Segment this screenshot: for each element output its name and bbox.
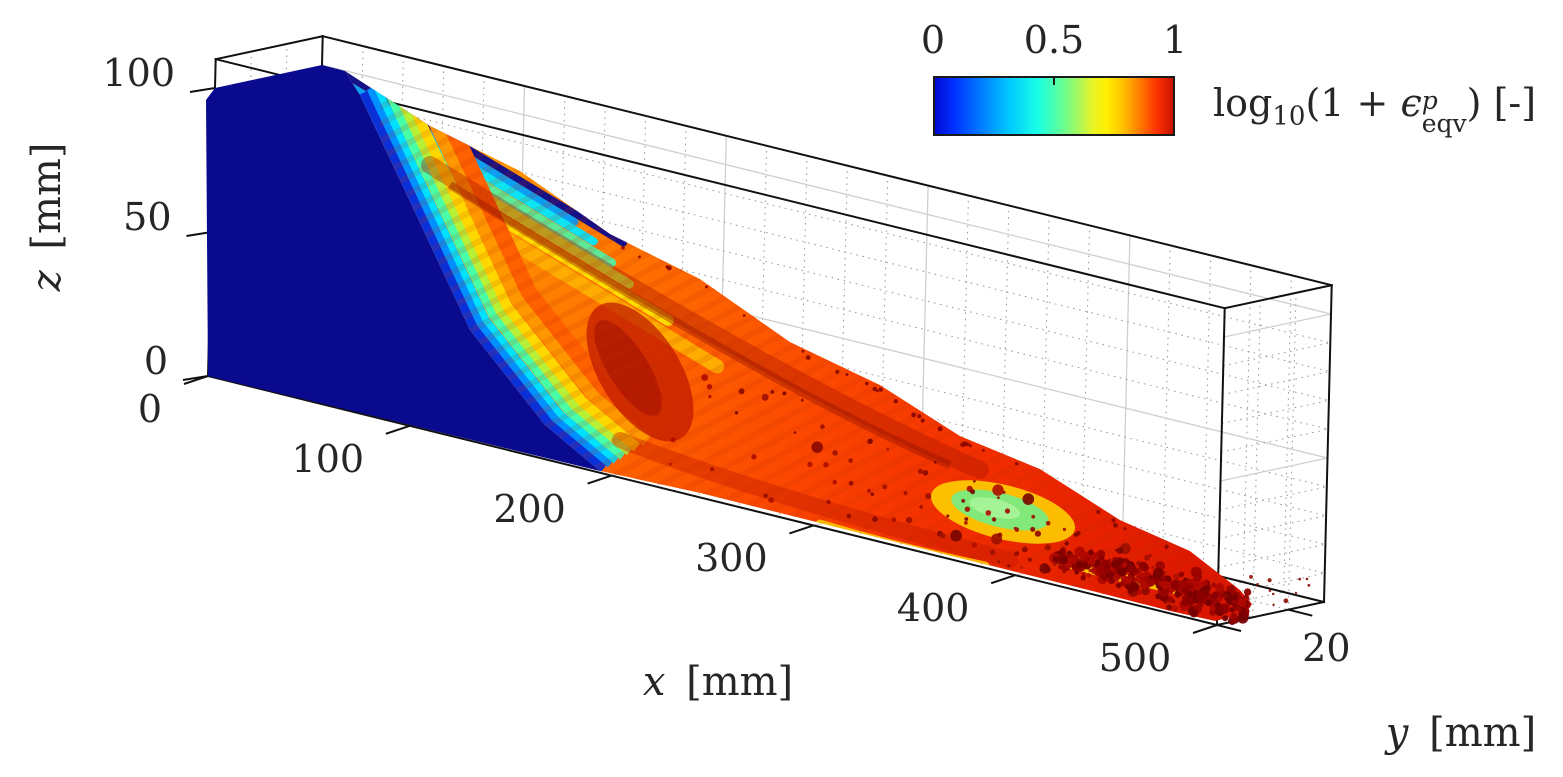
z-axis-var: z — [24, 270, 70, 292]
z-axis-unit: [mm] — [24, 142, 70, 250]
colorbar-label-close: ) [-] — [1466, 81, 1537, 125]
colorbar-label-open: (1 + — [1305, 81, 1401, 125]
x-tick-label-300: 300 — [695, 536, 768, 581]
colorbar-tick-0.5 — [1053, 78, 1055, 85]
z-axis-title: z [mm] — [24, 143, 70, 292]
colorbar-label-supsub: p eqv — [1421, 86, 1467, 138]
x-tick-label-200: 200 — [493, 486, 566, 531]
x-tick-label-500: 500 — [1098, 636, 1172, 680]
y-axis-unit: [mm] — [1429, 710, 1537, 756]
fragmented-chip-end — [1049, 546, 1311, 625]
colorbar-label-log: log — [1213, 81, 1273, 125]
colorbar — [933, 76, 1175, 136]
y-axis-var: y — [1385, 710, 1409, 756]
epsilon-symbol: ϵ — [1400, 81, 1422, 125]
x-tick-label-400: 400 — [896, 586, 970, 631]
x-axis-var: x — [642, 659, 666, 705]
x-axis-title: x [mm] — [643, 659, 793, 705]
x-tick-label-0: 0 — [137, 387, 163, 431]
colorbar-label: log10(1 + ϵ p eqv) [-] — [1213, 81, 1537, 138]
colorbar-label-subscript: eqv — [1421, 109, 1467, 138]
z-tick-label-50: 50 — [123, 195, 172, 239]
z-tick-label-100: 100 — [102, 51, 175, 95]
undeformed-workpiece-face — [206, 65, 600, 471]
x-axis-unit: [mm] — [686, 659, 794, 705]
colorbar-gradient — [935, 78, 1173, 134]
colorbar-tick-label-1: 1 — [1162, 18, 1188, 62]
colorbar-label-log-sub: 10 — [1272, 101, 1306, 132]
colorbar-label-sup: p — [1421, 86, 1438, 115]
colorbar-tick-label-0: 0 — [920, 18, 946, 62]
x-tick-label-100: 100 — [291, 436, 365, 481]
colorbar-tick-label-0.5: 0.5 — [1023, 18, 1085, 62]
z-tick-label-0: 0 — [143, 339, 168, 383]
y-tick-label-20: 20 — [1302, 625, 1351, 670]
y-axis-title: y [mm] — [1386, 710, 1536, 756]
